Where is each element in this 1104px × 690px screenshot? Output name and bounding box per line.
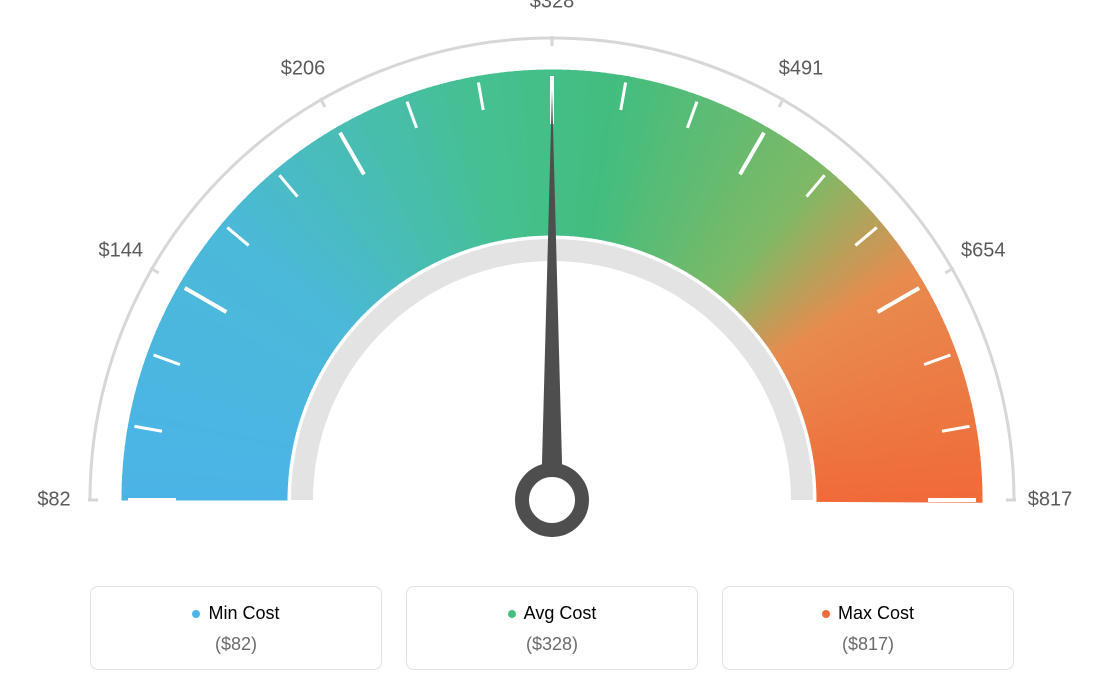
legend-label-min: Min Cost bbox=[192, 603, 279, 624]
legend-value-max: ($817) bbox=[723, 634, 1013, 655]
legend-text-max: Max Cost bbox=[838, 603, 914, 624]
gauge-svg bbox=[0, 0, 1104, 560]
legend-card-avg: Avg Cost ($328) bbox=[406, 586, 698, 670]
legend-value-min: ($82) bbox=[91, 634, 381, 655]
tick-label: $144 bbox=[98, 240, 143, 263]
tick-label: $491 bbox=[779, 57, 824, 80]
tick-label: $328 bbox=[530, 0, 575, 14]
legend-card-max: Max Cost ($817) bbox=[722, 586, 1014, 670]
legend-dot-max bbox=[822, 610, 830, 618]
legend-text-min: Min Cost bbox=[208, 603, 279, 624]
tick-label: $817 bbox=[1028, 489, 1073, 512]
tick-label: $82 bbox=[37, 489, 70, 512]
tick-label: $206 bbox=[281, 57, 326, 80]
legend-row: Min Cost ($82) Avg Cost ($328) Max Cost … bbox=[0, 586, 1104, 670]
tick-label: $654 bbox=[961, 240, 1006, 263]
legend-dot-min bbox=[192, 610, 200, 618]
gauge-area: $82 $144 $206 $328 $491 $654 $817 bbox=[0, 0, 1104, 560]
legend-text-avg: Avg Cost bbox=[524, 603, 597, 624]
legend-label-max: Max Cost bbox=[822, 603, 914, 624]
legend-value-avg: ($328) bbox=[407, 634, 697, 655]
legend-dot-avg bbox=[508, 610, 516, 618]
legend-label-avg: Avg Cost bbox=[508, 603, 597, 624]
legend-card-min: Min Cost ($82) bbox=[90, 586, 382, 670]
cost-gauge-chart: $82 $144 $206 $328 $491 $654 $817 Min Cost ($8… bbox=[0, 0, 1104, 690]
